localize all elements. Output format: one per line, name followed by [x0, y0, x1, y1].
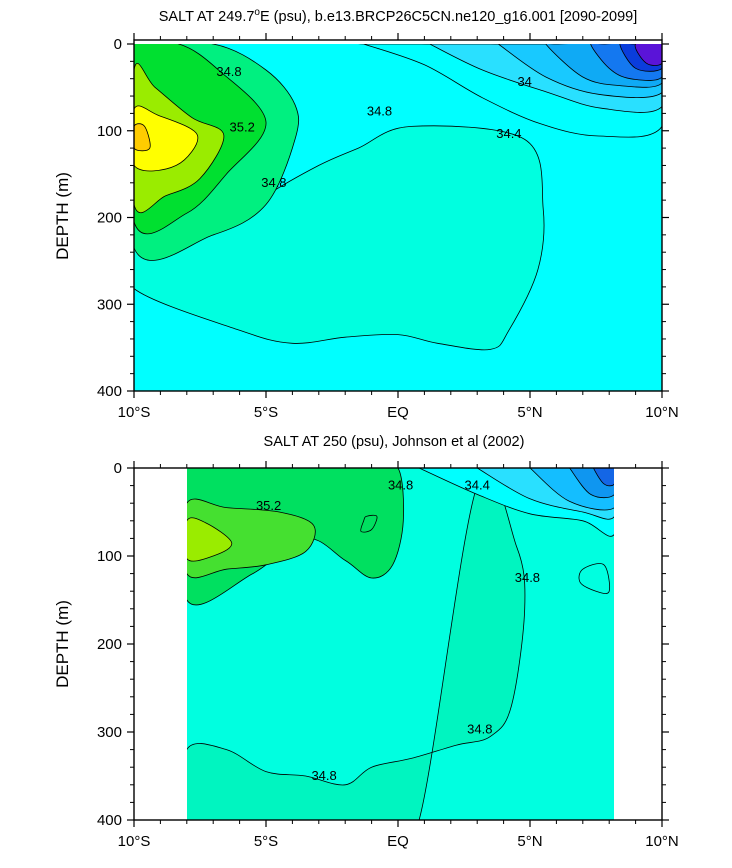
contour-label: 34.8 — [367, 104, 392, 119]
y-tick-label: 0 — [114, 36, 122, 53]
contour-label: 34.8 — [388, 478, 413, 493]
y-tick-label: 100 — [97, 548, 122, 565]
x-tick-label: 5°S — [254, 404, 278, 421]
contour-regions-top — [134, 44, 662, 351]
contour-label: 34.8 — [467, 721, 492, 736]
contour-field-bottom — [187, 468, 614, 820]
contour-region-35-7 — [134, 123, 151, 152]
x-tick-label: 5°S — [254, 833, 278, 850]
contour-region-34-8 — [578, 563, 610, 594]
contour-label: 34.4 — [465, 478, 490, 493]
contour-label: 35.2 — [256, 498, 281, 513]
contour-region-33-4 — [634, 44, 662, 66]
x-tick-label: 10°N — [645, 404, 679, 421]
y-tick-label: 100 — [97, 123, 122, 140]
contour-field-top — [134, 44, 662, 391]
y-tick-label: 300 — [97, 296, 122, 313]
contour-region-35-4 — [187, 517, 233, 562]
contour-region-35-6 — [134, 105, 199, 172]
axes-top: 10°S 5°S EQ 5°N 10°N 0 100 200 300 400 — [97, 33, 679, 421]
chart-title-top-suffix: E (psu), b.e13.BRCP26C5CN.ne120_g16.001 … — [260, 9, 637, 25]
contour-label: 34.8 — [261, 175, 286, 190]
x-tick-label: 5°N — [517, 833, 542, 850]
contour-labels-bottom: 34.8 34.4 35.2 34.8 34.8 34.8 — [256, 478, 540, 783]
contour-region-35-0 — [360, 514, 378, 533]
y-tick-label: 400 — [97, 383, 122, 400]
chart-title-top-sup: o — [254, 7, 260, 18]
y-tick-label: 300 — [97, 724, 122, 741]
contour-region-34-8 — [134, 125, 545, 351]
x-tick-label: EQ — [387, 833, 409, 850]
contour-label: 34.8 — [311, 768, 336, 783]
axes-bottom: 10°S 5°S EQ 5°N 10°N 0 100 200 300 400 — [97, 460, 679, 850]
contour-region-34-8 — [187, 472, 526, 820]
panel-top: SALT AT 249.7oE (psu), b.e13.BRCP26C5CN.… — [53, 7, 679, 421]
panel-bottom: SALT AT 250 (psu), Johnson et al (2002) … — [53, 434, 679, 850]
chart-title-top-prefix: SALT AT 249.7 — [159, 9, 255, 25]
contour-region-33-8 — [592, 468, 614, 487]
x-tick-label: 10°S — [118, 833, 151, 850]
y-tick-label: 200 — [97, 210, 122, 227]
x-tick-label: 5°N — [517, 404, 542, 421]
chart-title-top: SALT AT 249.7oE (psu), b.e13.BRCP26C5CN.… — [159, 7, 638, 25]
y-tick-label: 200 — [97, 636, 122, 653]
x-tick-label: EQ — [387, 404, 409, 421]
x-tick-label: 10°S — [118, 404, 151, 421]
contour-label: 35.2 — [230, 119, 255, 134]
contour-label: 34.4 — [496, 126, 521, 141]
y-tick-label: 400 — [97, 812, 122, 829]
contour-label: 34.8 — [515, 570, 540, 585]
chart-title-bottom: SALT AT 250 (psu), Johnson et al (2002) — [264, 434, 525, 450]
contour-label: 34 — [517, 74, 531, 89]
contour-region-35-2 — [187, 498, 316, 579]
y-axis-label-top: DEPTH (m) — [53, 172, 72, 260]
contour-label: 34.8 — [216, 64, 241, 79]
x-tick-label: 10°N — [645, 833, 679, 850]
y-tick-label: 0 — [114, 460, 122, 477]
contour-regions-bottom — [187, 468, 614, 820]
contour-labels-top: 34.8 34.8 35.2 34.8 34 34.4 — [216, 64, 532, 190]
y-axis-label-bottom: DEPTH (m) — [53, 600, 72, 688]
